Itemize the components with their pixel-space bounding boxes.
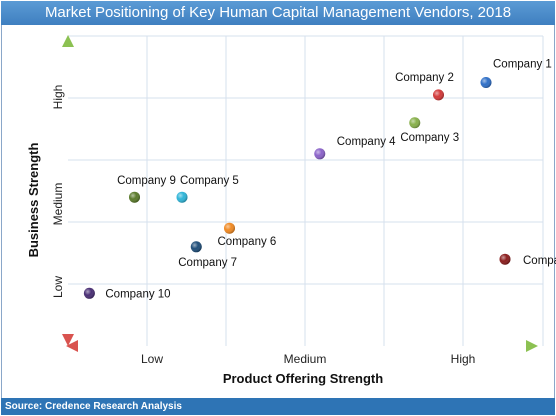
x-axis-arrowhead-right — [526, 340, 538, 352]
grid-lines — [68, 35, 544, 346]
x-axis-arrowhead-left — [66, 340, 78, 352]
data-point — [129, 191, 140, 203]
x-tick-label: High — [451, 352, 476, 366]
data-point — [433, 89, 444, 101]
x-tick-label: Low — [141, 352, 163, 366]
y-axis-arrowhead-up — [62, 35, 74, 47]
data-point-label: Company 4 — [337, 136, 396, 148]
data-point-shade — [499, 253, 511, 265]
source-note: Source: Credence Research Analysis — [1, 398, 555, 415]
data-point-label: Company 2 — [395, 72, 454, 84]
data-point — [190, 241, 202, 253]
data-point-shade — [129, 191, 140, 203]
data-point — [409, 117, 421, 129]
data-point-label: Company 10 — [105, 288, 170, 300]
data-point-shade — [190, 241, 202, 253]
y-tick-label: High — [51, 85, 65, 110]
data-point-label: Company 5 — [180, 175, 239, 187]
data-point-label: Company 1 — [493, 59, 552, 71]
data-point-shade — [314, 148, 326, 160]
data-point-label: Company 9 — [117, 175, 176, 187]
axes — [62, 35, 538, 352]
y-axis-arrowhead-down — [62, 334, 74, 346]
data-point — [176, 191, 188, 203]
data-point-shade — [224, 222, 235, 234]
y-tick-labels: Low Medium High — [51, 85, 65, 298]
data-point — [499, 253, 511, 265]
data-point-shade — [83, 287, 95, 299]
x-tick-labels: Low Medium High — [141, 352, 475, 366]
y-axis-title: Business Strength — [26, 143, 41, 258]
data-point-label: Company 3 — [400, 132, 459, 144]
data-point — [314, 148, 326, 160]
data-point-shade — [409, 117, 421, 129]
y-tick-label: Low — [51, 276, 65, 298]
y-tick-label: Medium — [51, 183, 65, 226]
data-point-shade — [480, 77, 492, 88]
data-point-label: Company 8 — [523, 255, 556, 267]
data-point — [83, 287, 95, 299]
data-point-shade — [433, 89, 444, 101]
data-point-shade — [176, 191, 188, 203]
x-axis-title: Product Offering Strength — [223, 371, 383, 386]
data-labels: Company 1 Company 2 Company 3 Company 4 Comp… — [105, 59, 556, 301]
data-points — [83, 77, 511, 299]
x-tick-label: Medium — [284, 352, 327, 366]
data-point — [480, 77, 492, 88]
data-point-label: Company 6 — [218, 236, 277, 248]
data-point-label: Company 7 — [178, 257, 237, 269]
data-point — [224, 222, 235, 234]
chart-title: Market Positioning of Key Human Capital … — [1, 1, 555, 25]
